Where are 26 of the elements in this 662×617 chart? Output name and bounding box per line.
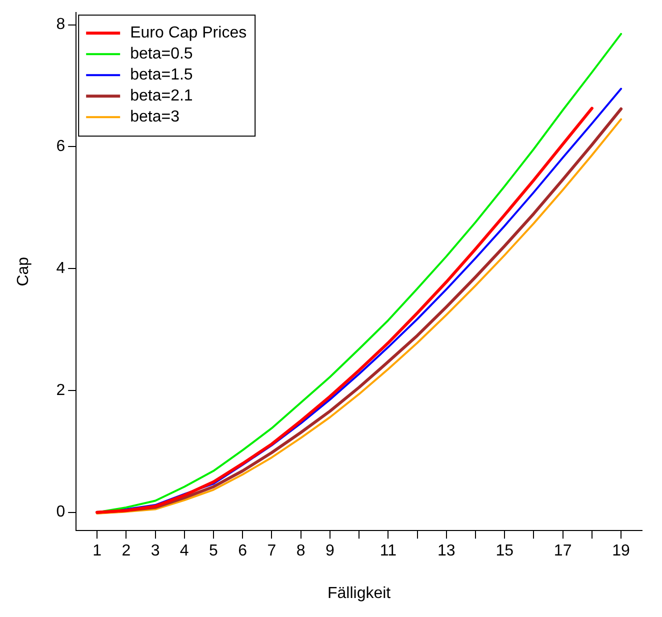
y-tick-label: 2 [56,382,66,399]
legend-label: beta=0.5 [130,46,193,63]
x-tick-label: 11 [380,542,397,560]
x-tick-label: 15 [496,542,514,560]
x-tick-label: 9 [325,542,334,560]
y-tick-label: 6 [56,138,66,156]
x-tick-label: 19 [612,542,630,560]
y-axis-title: Cap [15,256,32,286]
x-tick-label: 6 [238,542,248,560]
x-tick-label: 1 [92,542,102,560]
x-tick-label: 13 [437,542,456,560]
x-tick-label: 17 [554,542,572,560]
x-tick-label: 7 [267,542,276,560]
legend-label: beta=1.5 [130,66,193,84]
legend-label: Euro Cap Prices [130,24,247,42]
y-tick-label: 4 [56,260,66,277]
x-tick-label: 2 [122,542,131,560]
x-axis-title: Fälligkeit [327,584,392,602]
y-tick-label: 0 [56,504,66,521]
legend-label: beta=2.1 [130,88,193,105]
x-tick-label: 8 [296,542,306,560]
legend-label: beta=3 [130,108,180,126]
x-tick-label: 4 [180,542,189,560]
x-tick-label: 5 [209,542,218,560]
x-tick-label: 3 [150,542,160,560]
y-tick-label: 8 [56,16,66,34]
